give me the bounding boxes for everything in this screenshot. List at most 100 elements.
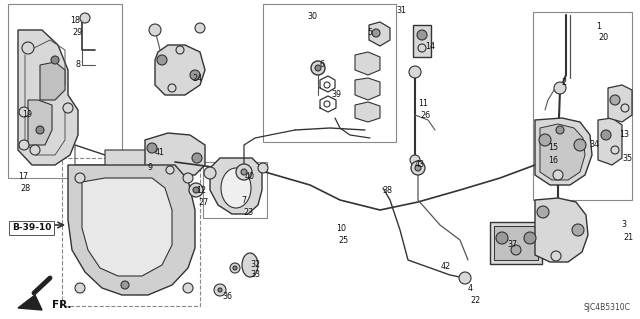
Text: 34: 34 [589,140,599,149]
Text: 3: 3 [621,220,626,229]
Circle shape [311,61,325,75]
Polygon shape [540,124,585,180]
Text: B-39-10: B-39-10 [12,224,51,233]
Bar [263,4,396,142]
Circle shape [241,169,247,175]
Circle shape [63,103,73,113]
Text: 23: 23 [243,208,253,217]
Polygon shape [145,133,205,175]
Text: 7: 7 [241,196,246,205]
Circle shape [524,232,536,244]
Text: 42: 42 [441,262,451,271]
Text: 26: 26 [420,111,430,120]
Polygon shape [598,118,622,165]
Circle shape [553,170,563,180]
Circle shape [192,153,202,163]
Polygon shape [82,178,172,276]
Text: 41: 41 [155,148,165,157]
Circle shape [19,107,29,117]
Polygon shape [40,62,65,100]
Polygon shape [18,30,78,165]
Circle shape [233,266,237,270]
Text: 21: 21 [623,233,633,242]
Text: SJC4B5310C: SJC4B5310C [583,303,630,312]
Circle shape [121,281,129,289]
Circle shape [218,288,222,292]
Text: FR.: FR. [52,300,72,310]
Text: 32: 32 [250,260,260,269]
Circle shape [551,251,561,261]
Circle shape [409,66,421,78]
Circle shape [36,126,44,134]
Circle shape [554,82,566,94]
Polygon shape [608,85,632,122]
Circle shape [572,224,584,236]
Text: 15: 15 [548,143,558,152]
Circle shape [195,23,205,33]
Text: 9: 9 [148,163,153,172]
Circle shape [236,164,252,180]
Ellipse shape [221,168,251,208]
Circle shape [22,42,34,54]
Circle shape [176,46,184,54]
Text: 10: 10 [336,224,346,233]
Circle shape [315,65,321,71]
Circle shape [183,283,193,293]
Text: 16: 16 [548,156,558,165]
Text: 43: 43 [415,160,425,169]
Circle shape [611,146,619,154]
Circle shape [410,155,420,165]
Text: 25: 25 [338,236,348,245]
Text: 24: 24 [192,74,202,83]
Circle shape [149,24,161,36]
Circle shape [418,44,426,52]
Circle shape [621,104,629,112]
Polygon shape [355,102,380,122]
Text: 12: 12 [196,186,206,195]
Bar [490,222,542,264]
Text: 30: 30 [307,12,317,21]
Polygon shape [355,78,380,100]
Circle shape [459,272,471,284]
Text: 27: 27 [198,198,208,207]
Text: 36: 36 [222,292,232,301]
Circle shape [324,101,330,107]
Polygon shape [369,22,390,46]
Text: 19: 19 [22,110,32,119]
Circle shape [417,30,427,40]
Polygon shape [535,198,588,262]
Text: 40: 40 [245,172,255,181]
Circle shape [80,13,90,23]
Text: 33: 33 [250,270,260,279]
Circle shape [411,161,425,175]
Circle shape [214,284,226,296]
Circle shape [157,55,167,65]
Circle shape [75,283,85,293]
Polygon shape [68,165,195,295]
Text: 28: 28 [20,184,30,193]
Circle shape [372,29,380,37]
Polygon shape [210,158,262,214]
Circle shape [204,167,216,179]
Circle shape [511,245,521,255]
Text: 39: 39 [331,90,341,99]
Circle shape [610,95,620,105]
Circle shape [496,232,508,244]
Text: 11: 11 [418,99,428,108]
Circle shape [415,165,421,171]
Text: 1: 1 [596,22,601,31]
Bar [533,12,632,200]
Text: 35: 35 [622,154,632,163]
Circle shape [537,206,549,218]
Text: 29: 29 [72,28,83,37]
Circle shape [539,134,551,146]
Circle shape [75,173,85,183]
Circle shape [556,126,564,134]
Text: 37: 37 [507,240,517,249]
Bar [62,158,200,306]
Text: 8: 8 [76,60,81,69]
Polygon shape [18,295,42,310]
Text: 31: 31 [396,6,406,15]
Text: 5: 5 [367,28,372,37]
Circle shape [19,140,29,150]
